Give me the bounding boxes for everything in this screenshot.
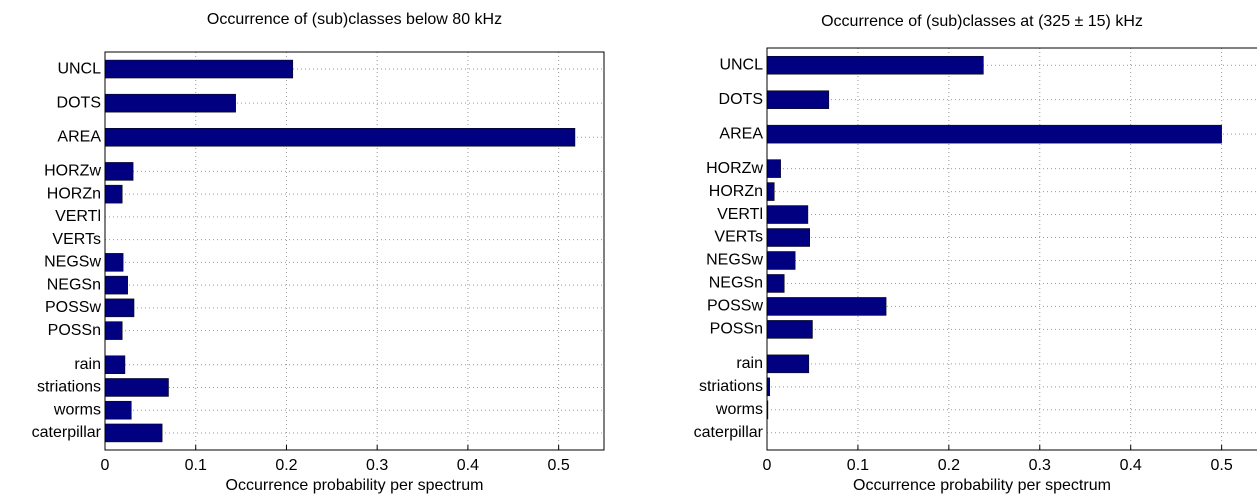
bar	[104, 184, 123, 204]
x-tick-label: 0.4	[1120, 457, 1142, 474]
y-tick-label: POSSw	[707, 298, 763, 315]
bar	[766, 354, 810, 374]
y-tick-label: HORZn	[47, 185, 101, 202]
y-tick-label: POSSn	[710, 321, 763, 338]
x-axis-label: Occurrence probability per spectrum	[853, 477, 1111, 494]
bar	[104, 253, 124, 272]
y-tick-label: VERTs	[714, 229, 763, 246]
x-tick-label: 0.1	[185, 457, 207, 474]
plot-frame	[766, 47, 1257, 451]
y-tick-label: DOTS	[719, 91, 763, 108]
bar	[766, 159, 781, 178]
y-tick-label: NEGSw	[44, 254, 101, 271]
y-tick-label: caterpillar	[32, 424, 102, 441]
y-tick-label: rain	[74, 356, 101, 373]
y-tick-label: HORZw	[706, 160, 763, 177]
x-tick-label: 0.3	[366, 457, 388, 474]
bar	[104, 400, 132, 420]
bar	[104, 59, 294, 79]
y-tick-label: caterpillar	[694, 424, 764, 441]
bar	[104, 355, 126, 374]
bar	[766, 297, 887, 316]
bar	[766, 182, 775, 201]
y-tick-label: UNCL	[719, 56, 763, 73]
y-tick-label: DOTS	[57, 94, 101, 111]
x-tick-label: 0.2	[938, 457, 960, 474]
y-tick-label: AREA	[57, 129, 101, 146]
bar	[766, 251, 796, 270]
y-tick-label: striations	[699, 378, 763, 395]
bar	[766, 320, 813, 339]
bar	[104, 321, 123, 340]
bar	[104, 275, 128, 295]
bar	[104, 128, 576, 147]
plot-frame	[104, 51, 605, 451]
bar	[766, 228, 810, 247]
bar	[766, 274, 785, 293]
x-tick-label: 0.4	[457, 457, 479, 474]
bar	[104, 298, 135, 318]
bar	[766, 205, 809, 224]
x-tick-label: 0.5	[548, 457, 570, 474]
x-tick-label: 0.5	[1211, 457, 1233, 474]
bar	[104, 93, 236, 113]
y-tick-label: VERTs	[52, 231, 101, 248]
x-tick-label: 0	[763, 457, 772, 474]
x-tick-label: 0.2	[275, 457, 297, 474]
y-tick-label: VERTl	[55, 208, 101, 225]
y-tick-label: POSSw	[45, 299, 101, 316]
y-tick-label: worms	[715, 401, 763, 418]
bar	[104, 378, 169, 397]
y-tick-label: striations	[37, 379, 101, 396]
x-axis-label: Occurrence probability per spectrum	[226, 477, 484, 494]
bar	[104, 423, 163, 443]
y-tick-label: UNCL	[57, 60, 101, 77]
y-tick-label: HORZn	[709, 183, 763, 200]
x-tick-label: 0.3	[1029, 457, 1051, 474]
y-tick-label: worms	[53, 401, 101, 418]
y-tick-label: AREA	[719, 125, 763, 142]
y-tick-label: HORZw	[44, 163, 101, 180]
bar	[104, 162, 134, 181]
y-tick-label: VERTl	[717, 206, 763, 223]
bar	[766, 124, 1222, 144]
y-tick-label: POSSn	[48, 322, 101, 339]
x-tick-label: 0.1	[847, 457, 869, 474]
chart-title: Occurrence of (sub)classes at (325 ± 15)…	[821, 13, 1143, 30]
y-tick-label: NEGSn	[709, 275, 763, 292]
chart-title: Occurrence of (sub)classes below 80 kHz	[207, 11, 502, 28]
y-tick-label: rain	[736, 355, 763, 372]
bar	[766, 90, 830, 109]
y-tick-label: NEGSn	[47, 276, 101, 293]
bar	[766, 55, 984, 75]
y-tick-label: NEGSw	[706, 252, 763, 269]
x-tick-label: 0	[101, 457, 110, 474]
